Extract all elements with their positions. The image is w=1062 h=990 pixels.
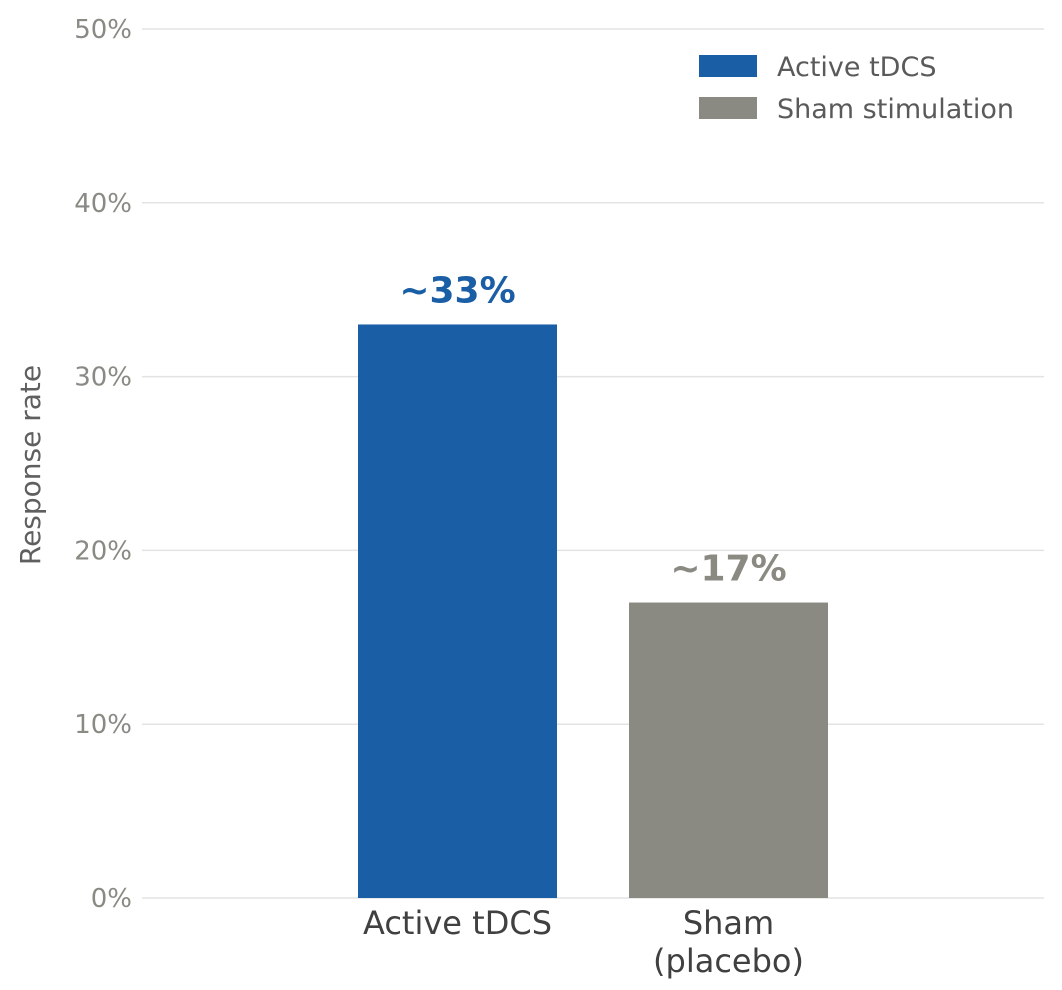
x-tick-label: Active tDCS (363, 904, 552, 942)
bars (358, 324, 828, 899)
y-tick-label: 10% (74, 710, 132, 740)
y-axis-label: Response rate (14, 365, 47, 565)
y-tick-label: 0% (91, 884, 132, 914)
bar (629, 602, 828, 898)
y-tick-label: 30% (74, 363, 132, 393)
bar (358, 324, 557, 899)
x-tick-label: Sham (placebo) (653, 904, 804, 980)
y-tick-label: 40% (74, 189, 132, 219)
legend-swatch (699, 55, 757, 77)
y-tick-label: 20% (74, 536, 132, 566)
y-tick-label: 50% (74, 15, 132, 45)
x-axis-ticks: Active tDCS Sham (placebo) (363, 904, 804, 980)
y-axis-ticks: 0% 10% 20% 30% 40% 50% (74, 15, 132, 914)
legend-label: Sham stimulation (777, 94, 1014, 125)
legend-label: Active tDCS (777, 52, 936, 83)
data-label: ~33% (399, 270, 515, 311)
gridlines (142, 28, 1044, 899)
data-label: ~17% (670, 549, 786, 590)
data-labels: ~33% ~17% (399, 270, 786, 589)
legend: Active tDCS Sham stimulation (699, 52, 1014, 125)
legend-swatch (699, 97, 757, 119)
